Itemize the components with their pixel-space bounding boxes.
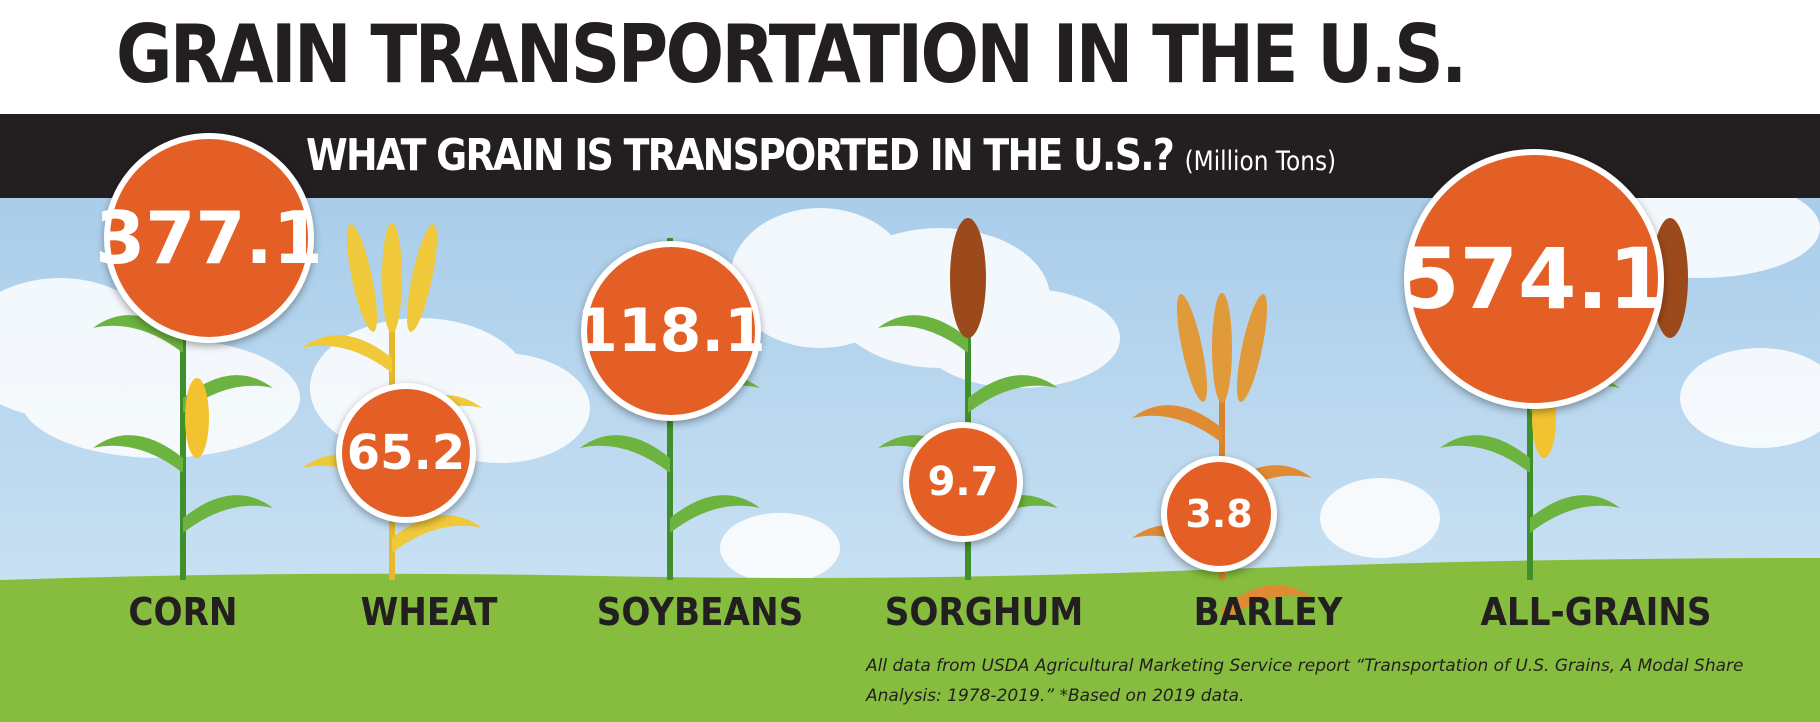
- category-label: BARLEY: [1193, 590, 1343, 634]
- ground: [0, 558, 1820, 722]
- category-label: SORGHUM: [884, 590, 1084, 634]
- value-label: 9.7: [927, 459, 999, 505]
- footnote-line-2: Analysis: 1978-2019.” *Based on 2019 dat…: [866, 686, 1245, 706]
- unit-label: (Million Tons): [1184, 146, 1337, 177]
- value-label: 574.1: [1401, 230, 1667, 328]
- value-bubble-barley: 3.8: [1161, 456, 1277, 572]
- subtitle-text: WHAT GRAIN IS TRANSPORTED IN THE U.S.?: [306, 130, 1175, 181]
- category-label: ALL-GRAINS: [1480, 590, 1712, 634]
- value-bubble-all-grains: 574.1: [1401, 149, 1667, 409]
- category-label: WHEAT: [360, 590, 498, 634]
- value-bubble-wheat: 65.2: [336, 383, 476, 523]
- value-label: 118.1: [576, 296, 766, 366]
- chart-subtitle: WHAT GRAIN IS TRANSPORTED IN THE U.S.? (…: [306, 130, 1336, 181]
- value-label: 65.2: [346, 425, 466, 481]
- value-bubble-sorghum: 9.7: [903, 422, 1023, 542]
- footnote-line-1: All data from USDA Agricultural Marketin…: [866, 656, 1744, 676]
- value-bubble-corn: 377.1: [95, 133, 323, 343]
- value-label: 377.1: [95, 196, 323, 280]
- value-label: 3.8: [1185, 492, 1253, 536]
- value-bubble-soybeans: 118.1: [576, 241, 766, 421]
- category-label: CORN: [128, 590, 238, 634]
- page-title: GRAIN TRANSPORTATION IN THE U.S.: [116, 8, 1467, 101]
- category-label: SOYBEANS: [596, 590, 804, 634]
